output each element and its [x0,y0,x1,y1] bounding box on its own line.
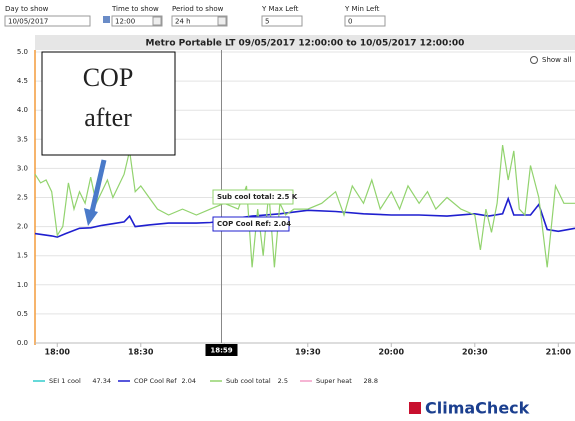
legend: SEI 1 cool 47.34 COP Cool Ref 2.04 Sub cool … [33,377,378,385]
control-value: 10/05/2017 [8,18,48,26]
control-label: Period to show [172,5,224,13]
y-tick-label: 5.0 [17,48,28,56]
control-value: 12:00 [115,18,135,26]
control-value: 0 [348,18,352,26]
tooltip-text: COP Cool Ref: 2.04 [217,220,291,228]
zoom-icon [530,56,538,64]
control-value: 24 h [175,18,191,26]
legend-value: 2.04 [182,377,196,385]
control-label: Y Max Left [261,5,299,13]
legend-name: COP Cool Ref [134,377,177,385]
control-label: Day to show [5,5,49,13]
control-label: Time to show [111,5,159,13]
tooltip [212,216,290,232]
calendar-icon [103,16,110,23]
note-text: COP [83,63,134,92]
x-tick-label: 18:30 [128,348,154,357]
control-box[interactable] [344,15,386,27]
show-all[interactable]: Show all [542,56,571,64]
x-tick-label: 19:30 [295,348,321,357]
y-tick-label: 3.5 [17,135,28,143]
y-tick-label: 4.0 [17,106,28,114]
note-box [41,51,176,156]
plot: 0.0 0.5 1.0 1.5 2.0 2.5 3.0 3.5 4.0 4.5 5.0 18:00 18… [17,48,575,357]
legend-value: 2.5 [278,377,288,385]
series-line [34,196,575,238]
legend-value: 28.8 [364,377,378,385]
control-label: Y Min Left [344,5,380,13]
cursor-label: 18:59 [210,347,232,355]
legend-name: Sub cool total [226,377,271,385]
dropdown[interactable] [217,16,227,26]
legend-value: 47.34 [92,377,111,385]
y-tick-label: 2.5 [17,194,28,202]
x-tick-label: 20:30 [462,348,488,357]
y-tick-label: 1.5 [17,252,28,260]
note-text: after [84,103,132,132]
y-tick-label: 1.0 [17,281,28,289]
brand: ClimaCheck [425,399,530,418]
arrow [89,159,107,213]
y-tick-label: 4.5 [17,77,28,85]
control-box[interactable] [261,15,303,27]
chart-title: Metro Portable LT 09/05/2017 12:00:00 to… [146,39,465,49]
y-tick-label: 3.0 [17,164,28,172]
control-box[interactable] [4,15,91,27]
arrow-head [84,208,98,226]
brand-logo [409,402,421,414]
tooltip-text: Sub cool total: 2.5 K [217,193,298,201]
tooltip [212,189,294,205]
x-tick-label: 18:00 [45,348,71,357]
cursor-box [205,344,238,356]
legend-name: Super heat [316,377,352,385]
controls: Day to show 10/05/2017 Time to show 12:00 Pe… [4,5,386,27]
control-value: 5 [265,18,269,26]
series-line [34,145,575,268]
control-box[interactable] [111,15,163,27]
title-bar [35,35,575,50]
y-tick-label: 0.5 [17,310,28,318]
y-tick-label: 0.0 [17,339,28,347]
dropdown[interactable] [152,16,162,26]
y-tick-label: 2.0 [17,223,28,231]
control-box[interactable] [171,15,228,27]
x-tick-label: 21:00 [546,348,572,357]
x-tick-label: 20:00 [379,348,405,357]
legend-name: SEI 1 cool [49,377,81,385]
